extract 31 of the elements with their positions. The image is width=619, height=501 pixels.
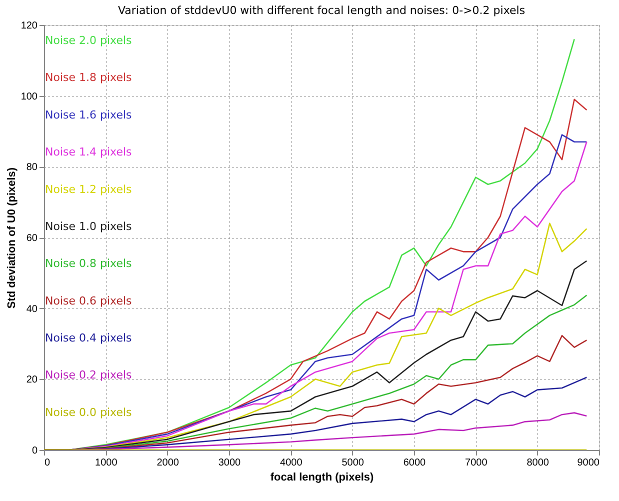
y-tick-label: 60 <box>26 233 38 244</box>
text: Noise 0.0 pixels <box>45 406 132 419</box>
x-tick-label: 1000 <box>95 458 118 468</box>
text: Noise 0.4 pixels <box>45 332 132 344</box>
y-tick-label: 40 <box>26 304 38 315</box>
y-axis-title: Std deviation of U0 (pixels) <box>6 167 18 309</box>
text: Noise 0.2 pixels <box>45 368 132 382</box>
text: Noise 1.6 pixels <box>45 108 132 122</box>
text: Noise 1.4 pixels <box>45 146 132 159</box>
text: Noise 1.8 pixels <box>45 71 132 84</box>
chart-title: Variation of stddevU0 with different focal length and noises: 0->0.2 pixels <box>118 4 526 17</box>
x-tick-label: 5000 <box>342 458 364 468</box>
x-axis-title: focal length (pixels) <box>270 472 374 484</box>
text: Noise 1.0 pixels <box>45 220 132 233</box>
text: Noise 2.0 pixels <box>45 34 132 47</box>
y-tick-label: 120 <box>20 20 38 32</box>
x-tick-label: 9000 <box>577 458 600 468</box>
y-tick-label: 100 <box>20 91 38 102</box>
y-tick-label: 0 <box>32 446 38 456</box>
y-tick-label: 80 <box>26 162 38 174</box>
text: Noise 0.6 pixels <box>45 294 132 308</box>
text: Noise 1.2 pixels <box>45 182 132 196</box>
x-tick-label: 8000 <box>526 458 550 468</box>
x-tick-label: 2000 <box>156 458 180 468</box>
text: Noise 0.8 pixels <box>45 257 132 270</box>
x-tick-label: 7000 <box>465 458 488 468</box>
x-tick-label: 0 <box>44 458 50 468</box>
x-tick-label: 6000 <box>403 458 426 468</box>
x-tick-label: 4000 <box>280 458 303 468</box>
y-tick-label: 20 <box>26 374 38 386</box>
x-tick-label: 3000 <box>218 458 242 468</box>
